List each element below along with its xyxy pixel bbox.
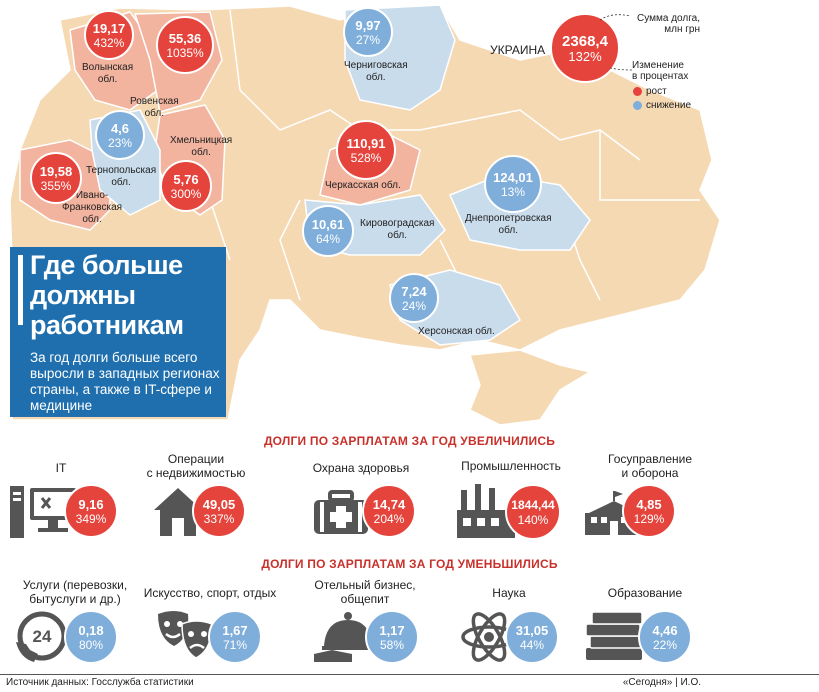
- decreased-section-title: ДОЛГИ ПО ЗАРПЛАТАМ ЗА ГОД УМЕНЬШИЛИСЬ: [261, 557, 558, 571]
- increased-label-health: Охрана здоровья: [312, 461, 410, 475]
- region-label-ternopil: Тернопольская обл.: [86, 165, 157, 188]
- region-bubble-rivne: 55,36 1035%: [156, 16, 214, 74]
- increased-bubble-it: 9,16 349%: [64, 484, 118, 538]
- decreased-label-education: Образование: [607, 586, 683, 600]
- region-label-rivne: Ровенская обл.: [130, 96, 179, 119]
- headline-box: Где больше должны работникам За год долг…: [10, 247, 226, 417]
- legend-up-dot: [633, 87, 642, 96]
- increased-bubble-government: 4,85 129%: [622, 484, 676, 538]
- headline-subtitle: За год долги больше всего выросли в запа…: [30, 350, 220, 413]
- map-crimea: [468, 349, 592, 426]
- region-label-cherkasy: Черкасская обл.: [325, 180, 401, 191]
- svg-text:24: 24: [33, 627, 52, 646]
- decreased-label-arts: Искусство, спорт, отдых: [143, 586, 277, 600]
- decreased-bubble-hotels: 1,17 58%: [365, 610, 419, 664]
- map-azov-sea: [560, 322, 640, 360]
- increased-section-title: ДОЛГИ ПО ЗАРПЛАТАМ ЗА ГОД УВЕЛИЧИЛИСЬ: [263, 434, 556, 448]
- region-bubble-kherson: 7,24 24%: [389, 273, 439, 323]
- increased-bubble-industry: 1844,44 140%: [505, 484, 561, 540]
- region-label-volyn: Волынская обл.: [82, 62, 134, 85]
- region-label-kherson: Херсонская обл.: [418, 326, 495, 337]
- legend-change-label: Изменение в процентах: [632, 60, 689, 82]
- decreased-label-hotels: Отельный бизнес, общепит: [314, 578, 416, 606]
- legend-debt-label: Сумма долга, млн грн: [637, 13, 700, 35]
- region-label-kirovohrad: Кировоградская обл.: [360, 218, 435, 241]
- increased-label-it: IT: [55, 461, 67, 475]
- legend-down-dot: [633, 101, 642, 110]
- region-label-khmelnytskyi: Хмельницкая обл.: [170, 135, 233, 158]
- medkit-icon: [314, 490, 368, 534]
- decreased-label-services: Услуги (перевозки, бытуслуги и др.): [22, 578, 128, 606]
- legend-leader-lines: [599, 14, 633, 71]
- region-bubble-ternopil: 4,6 23%: [95, 110, 145, 160]
- region-bubble-chernihiv: 9,97 27%: [343, 7, 393, 57]
- region-bubble-ivano-frankivsk: 19,58 355%: [30, 152, 82, 204]
- region-label-ivano-frankivsk: Ивано- Франковская обл.: [62, 190, 123, 225]
- decreased-bubble-science: 31,05 44%: [505, 610, 559, 664]
- country-label: УКРАИНА: [490, 43, 546, 57]
- increased-bubble-realestate: 49,05 337%: [192, 484, 246, 538]
- decreased-bubble-arts: 1,67 71%: [208, 610, 262, 664]
- headline-accent-bar: [18, 255, 23, 325]
- house-icon: [154, 488, 202, 536]
- decreased-label-science: Наука: [492, 586, 526, 600]
- footer-source: Источник данных: Госслужба статистики: [6, 677, 194, 688]
- cloche-icon: [314, 612, 374, 662]
- region-label-chernihiv: Черниговская обл.: [344, 60, 408, 83]
- books-icon: [585, 611, 643, 660]
- increased-label-government: Госуправление и оборона: [608, 452, 692, 480]
- region-bubble-cherkasy: 110,91 528%: [336, 120, 396, 180]
- region-bubble-volyn: 19,17 432%: [84, 10, 134, 60]
- region-bubble-kirovohrad: 10,61 64%: [302, 205, 354, 257]
- region-bubble-khmelnytskyi: 5,76 300%: [160, 160, 212, 212]
- footer: Источник данных: Госслужба статистики «С…: [0, 674, 819, 692]
- increased-bubble-health: 14,74 204%: [362, 484, 416, 538]
- factory-icon: [457, 484, 515, 538]
- increased-label-industry: Промышленность: [461, 459, 561, 473]
- legend-up-label: рост: [646, 86, 667, 97]
- decreased-bubble-education: 4,46 22%: [638, 610, 692, 664]
- headline-title: Где больше должны работникам: [30, 250, 184, 340]
- increased-label-realestate: Операции с недвижимостью: [146, 452, 246, 480]
- region-label-dnipro: Днепропетровская обл.: [465, 213, 552, 236]
- country-bubble: 2368,4 132%: [550, 13, 620, 83]
- footer-credit: «Сегодня» | И.О.: [622, 677, 701, 688]
- region-bubble-dnipro: 124,01 13%: [484, 155, 542, 213]
- theatre-masks-icon: [158, 611, 213, 659]
- decreased-bubble-services: 0,18 80%: [64, 610, 118, 664]
- legend-down-label: снижение: [646, 100, 692, 111]
- phone-24-icon: 24: [16, 611, 67, 662]
